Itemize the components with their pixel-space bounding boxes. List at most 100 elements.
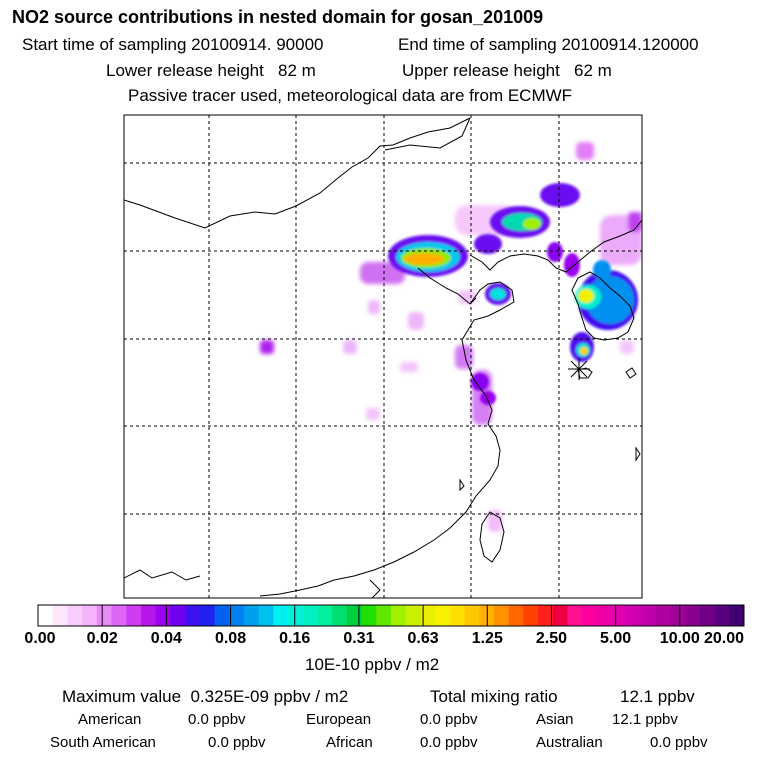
colorbar-cell [420, 605, 436, 626]
island [625, 367, 637, 379]
colorbar-tick-label: 5.00 [600, 630, 632, 647]
european-label: European [306, 711, 372, 728]
plume-korea [593, 260, 611, 280]
colorbar-tick-label: 20.00 [703, 630, 745, 647]
plume-korea [586, 276, 634, 324]
colorbar-cell [714, 605, 730, 626]
colorbar-cell [685, 605, 701, 626]
colorbar-cell [111, 605, 127, 626]
plume-light [368, 300, 380, 314]
colorbar-cell [596, 605, 613, 626]
coastlines [124, 117, 642, 598]
upper-release-label: Upper release height 62 m [402, 61, 612, 80]
colorbar-cell [140, 605, 157, 626]
plume-light [488, 510, 502, 532]
australian-value: 0.0 ppbv [650, 734, 708, 751]
african-label: African [326, 734, 373, 751]
plume-beijing [404, 253, 444, 265]
plume-dot [576, 142, 594, 160]
colorbar-cell [552, 605, 568, 626]
colorbar-cell [391, 605, 407, 626]
asian-value: 12.1 ppbv [612, 711, 678, 728]
colorbar-cell [508, 605, 524, 626]
colorbar-cell [611, 605, 627, 626]
plume-jeju [580, 347, 588, 355]
colorbar-frame [37, 604, 745, 627]
colorbar-cell [317, 605, 333, 626]
colorbar-cell [449, 605, 466, 626]
gridlines [124, 115, 642, 598]
start-time-label: Start time of sampling 20100914. 90000 [22, 35, 324, 54]
border-line [124, 117, 471, 229]
australian-label: Australian [536, 734, 603, 751]
coastline [369, 579, 381, 598]
colorbar-tick-label: 1.25 [471, 630, 503, 647]
plume-dot [260, 340, 274, 354]
colorbar-cell [229, 605, 245, 626]
plume-coast [480, 391, 496, 405]
coastline [461, 281, 515, 341]
colorbar-cell [243, 605, 260, 626]
colorbar-cell [405, 605, 421, 626]
plume-light [366, 408, 380, 420]
total-mixing-label: Total mixing ratio [430, 687, 558, 706]
american-label: American [78, 711, 142, 728]
colorbar-cell [273, 605, 289, 626]
colorbar-cell [582, 605, 598, 626]
american-value: 0.0 ppbv [188, 711, 246, 728]
tracer-note: Passive tracer used, meteorological data… [128, 86, 573, 105]
max-value-label: Maximum value 0.325E-09 ppbv / m2 [62, 687, 349, 706]
border-line [384, 117, 471, 151]
plume-light [343, 340, 357, 354]
plume-light [455, 345, 473, 369]
colorbar-cell [214, 605, 230, 626]
plume-korea [578, 289, 594, 303]
coastline [259, 339, 501, 597]
colorbar-cell [126, 605, 142, 626]
plume-dot [628, 212, 642, 232]
colorbar-cell [332, 605, 348, 626]
receptor-marker [568, 358, 590, 380]
colorbar-cell [38, 605, 54, 626]
colorbar-cell [493, 605, 510, 626]
lower-release-label: Lower release height 82 m [106, 61, 316, 80]
plume-northeast [564, 253, 580, 277]
colorbar-cell [626, 605, 642, 626]
colorbar-cell [185, 605, 201, 626]
plume-light [408, 312, 424, 330]
total-mixing-value: 12.1 ppbv [620, 687, 695, 706]
plot-frame [123, 114, 643, 599]
colorbar-tick-label: 0.04 [150, 630, 182, 647]
plume-shandong [490, 288, 506, 300]
colorbar-cell [155, 605, 171, 626]
colorbar-tick-label: 0.63 [407, 630, 439, 647]
colorbar-cell [699, 605, 716, 626]
colorbar-cell [376, 605, 392, 626]
colorbar-cell [52, 605, 68, 626]
end-time-label: End time of sampling 20100914.120000 [398, 35, 699, 54]
colorbar-cell [258, 605, 274, 626]
colorbar-cell [464, 605, 480, 626]
colorbar-cell [346, 605, 363, 626]
plume-light [620, 340, 634, 354]
colorbar-unit: 10E-10 ppbv / m2 [305, 655, 440, 674]
plume-northeast [523, 218, 541, 230]
colorbar-cell [170, 605, 186, 626]
european-value: 0.0 ppbv [420, 711, 478, 728]
colorbar-cell [567, 605, 583, 626]
colorbar-cell [655, 605, 671, 626]
chart-title: NO2 source contributions in nested domai… [12, 7, 544, 27]
colorbar-cell [361, 605, 377, 626]
plume-light [360, 262, 405, 284]
south-american-label: South American [50, 734, 156, 751]
colorbar-cell [288, 605, 304, 626]
plume-light [400, 362, 418, 372]
colorbar-cells [38, 605, 745, 626]
african-value: 0.0 ppbv [420, 734, 478, 751]
south-american-value: 0.0 ppbv [208, 734, 266, 751]
colorbar-cell [67, 605, 83, 626]
colorbar-tick-label: 0.02 [86, 630, 118, 647]
concentration-field [260, 142, 642, 532]
